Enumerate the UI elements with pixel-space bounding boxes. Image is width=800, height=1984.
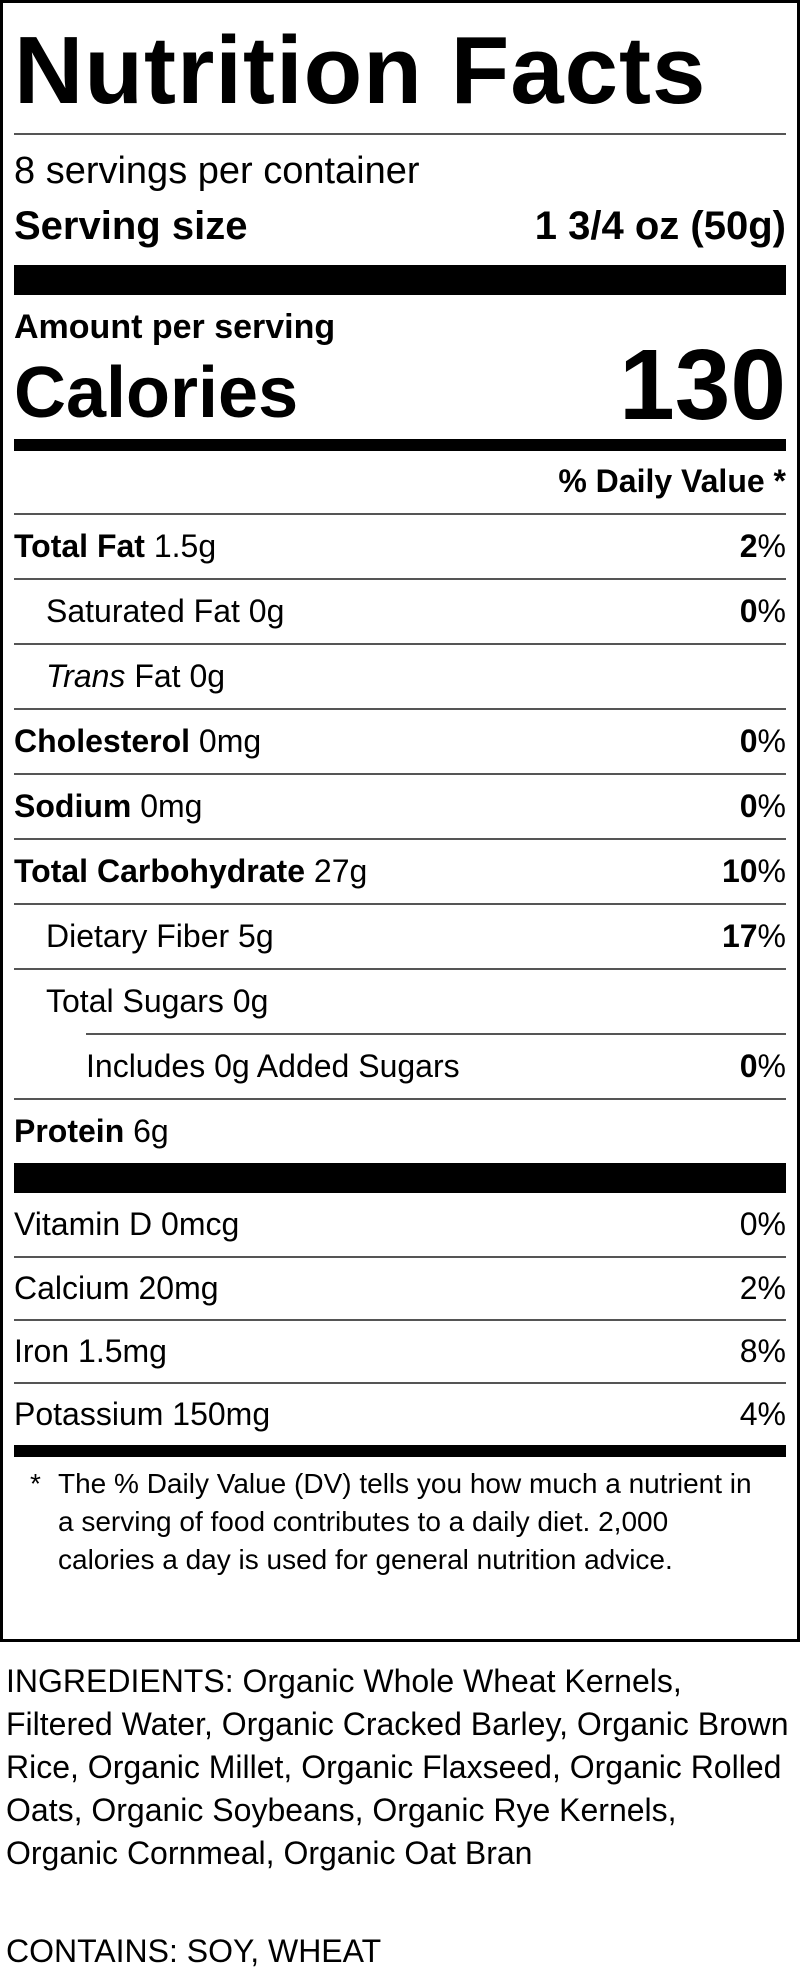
vitamin-row: Iron 1.5mg 8% [14, 1320, 786, 1383]
nutrient-name: Dietary Fiber [46, 918, 230, 954]
row-separator [14, 643, 786, 645]
nutrient-row-total-carbohydrate: Total Carbohydrate 27g 10% [14, 840, 786, 903]
row-separator [14, 578, 786, 580]
nutrient-name: Sodium [14, 788, 132, 824]
vitamin-text: Calcium 20mg [14, 1270, 219, 1306]
percent-sign: % [757, 593, 786, 629]
vitamin-row: Potassium 150mg 4% [14, 1383, 786, 1446]
nutrient-dv: 0 [739, 723, 758, 759]
nutrient-dv: 0 [739, 1048, 758, 1084]
row-separator [86, 1033, 786, 1035]
nutrient-row-protein: Protein 6g [14, 1100, 786, 1163]
percent-sign: % [757, 528, 786, 564]
nutrient-amount: 27g [313, 853, 368, 889]
nutrient-dv: 0 [739, 788, 758, 824]
serving-size-value: 1 3/4 oz (50g) [534, 204, 786, 248]
nutrient-amount: 0g [232, 983, 269, 1019]
nutrient-amount: 1.5g [153, 528, 217, 564]
serving-size-label: Serving size [14, 204, 248, 248]
daily-value-header: % Daily Value * [558, 463, 786, 499]
row-separator [14, 903, 786, 905]
calories-label: Calories [14, 353, 299, 433]
nutrient-name: Includes 0g Added Sugars [86, 1048, 460, 1084]
label-title: Nutrition Facts [14, 17, 707, 124]
percent-sign: % [757, 853, 786, 889]
nutrient-name: Protein [14, 1113, 125, 1149]
divider-medium [14, 1445, 786, 1457]
calories-value: 130 [619, 329, 786, 441]
percent-sign: % [757, 788, 786, 824]
row-separator [14, 968, 786, 970]
row-separator [14, 1319, 786, 1321]
ingredients-text: INGREDIENTS: Organic Whole Wheat Kernels… [6, 1663, 789, 1871]
nutrient-amount: 0mg [198, 723, 262, 759]
nutrient-row-saturated-fat: Saturated Fat 0g 0% [46, 580, 786, 643]
percent-sign: % [757, 918, 786, 954]
divider-thick [14, 265, 786, 295]
amount-per-serving: Amount per serving [14, 308, 336, 346]
footnote-text: The % Daily Value (DV) tells you how muc… [58, 1468, 752, 1575]
divider-medium [14, 439, 786, 451]
row-separator [14, 708, 786, 710]
nutrient-amount: 5g [238, 918, 274, 954]
nutrient-amount: 0g [248, 593, 285, 629]
row-separator [14, 838, 786, 840]
nutrient-name: Saturated Fat [46, 593, 240, 629]
nutrient-amount: Fat 0g [134, 658, 226, 694]
nutrient-row-total-fat: Total Fat 1.5g 2% [14, 515, 786, 578]
vitamin-dv: 2% [739, 1270, 786, 1306]
nutrient-dv: 0 [739, 593, 758, 629]
nutrient-row-cholesterol: Cholesterol 0mg 0% [14, 710, 786, 773]
divider-thick [14, 1163, 786, 1193]
nutrient-name: Total Fat [14, 528, 145, 564]
vitamin-dv: 4% [739, 1396, 786, 1432]
row-separator [14, 773, 786, 775]
nutrient-amount: 0mg [140, 788, 203, 824]
nutrient-name: Cholesterol [14, 723, 191, 759]
nutrient-dv: 10 [721, 853, 758, 889]
divider-thin [14, 133, 786, 135]
vitamin-text: Iron 1.5mg [14, 1333, 167, 1369]
nutrient-row-trans-fat: Trans Fat 0g [46, 645, 786, 708]
nutrition-facts-label: Nutrition Facts 8 servings per container… [0, 0, 800, 1642]
nutrient-row-sodium: Sodium 0mg 0% [14, 775, 786, 838]
nutrient-row-dietary-fiber: Dietary Fiber 5g 17% [46, 905, 786, 968]
nutrient-name: Trans [46, 658, 126, 694]
allergen-statement: CONTAINS: SOY, WHEAT [6, 1933, 382, 1969]
footnote-asterisk: * [30, 1468, 41, 1499]
nutrient-amount: 6g [133, 1113, 169, 1149]
nutrient-row-total-sugars: Total Sugars 0g [46, 970, 786, 1033]
vitamin-dv: 8% [739, 1333, 786, 1369]
vitamin-dv: 0% [739, 1206, 786, 1242]
row-separator [14, 1382, 786, 1384]
row-separator [14, 513, 786, 515]
vitamin-text: Vitamin D 0mcg [14, 1206, 240, 1242]
nutrient-dv: 17 [721, 918, 758, 954]
nutrient-name: Total Sugars [46, 983, 224, 1019]
nutrient-dv: 2 [739, 528, 758, 564]
row-separator [14, 1098, 786, 1100]
percent-sign: % [757, 1048, 786, 1084]
vitamin-row: Calcium 20mg 2% [14, 1257, 786, 1320]
nutrient-name: Total Carbohydrate [14, 853, 305, 889]
percent-sign: % [757, 723, 786, 759]
vitamin-row: Vitamin D 0mcg 0% [14, 1193, 786, 1256]
vitamin-text: Potassium 150mg [14, 1396, 271, 1432]
row-separator [14, 1256, 786, 1258]
nutrient-row-added-sugars: Includes 0g Added Sugars 0% [86, 1035, 786, 1098]
servings-per-container: 8 servings per container [14, 150, 420, 192]
